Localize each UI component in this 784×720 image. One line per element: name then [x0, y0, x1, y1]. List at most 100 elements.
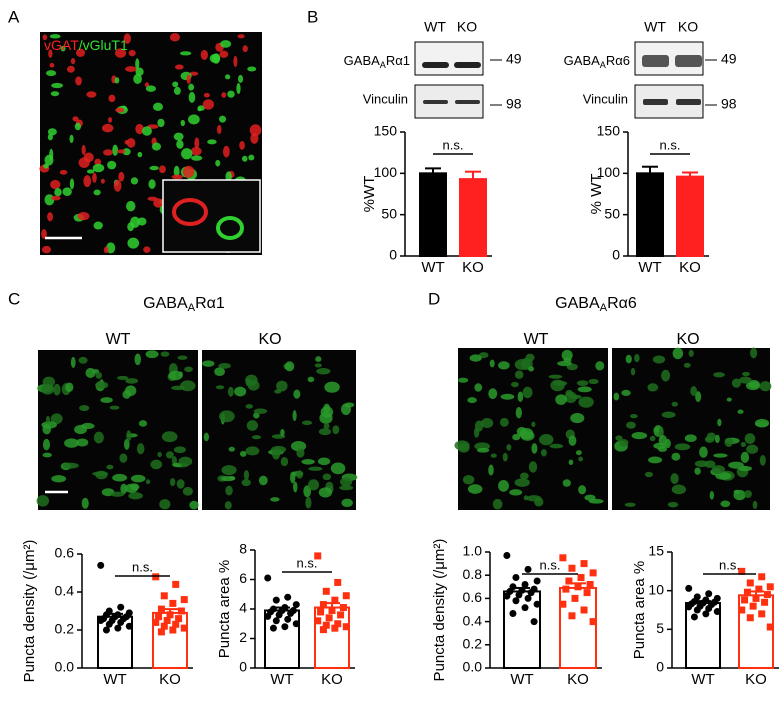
band [454, 62, 481, 68]
cell-signal [47, 128, 57, 136]
cell-signal [145, 85, 157, 92]
cell-signal [46, 70, 57, 77]
data-point [292, 620, 300, 628]
cell-signal [78, 356, 88, 364]
label-part: GABA [344, 53, 380, 68]
cell-signal [221, 465, 237, 476]
cell-signal [86, 91, 97, 98]
cell-signal [746, 444, 759, 454]
data-point [574, 583, 582, 591]
cell-signal [124, 139, 130, 145]
cell-signal [133, 73, 142, 84]
cell-signal [699, 446, 708, 458]
cell-signal [126, 430, 132, 442]
cell-signal [514, 370, 524, 379]
label-part: Rα6 [606, 53, 630, 68]
y-axis-label: Puncta density (/μm²) [431, 539, 448, 682]
x-tick-label: WT [638, 259, 661, 276]
data-point [157, 628, 165, 636]
panel-label: A [8, 7, 20, 26]
x-tick-label: WT [691, 671, 714, 688]
cell-signal [548, 374, 563, 379]
cell-signal [324, 381, 340, 393]
cell-signal [667, 501, 679, 508]
cell-signal [742, 371, 750, 377]
label-part: GABA [555, 295, 600, 312]
cell-signal [219, 115, 227, 123]
cell-signal [181, 148, 193, 160]
cell-signal [51, 475, 67, 483]
cell-signal [316, 368, 331, 375]
cell-signal [661, 411, 676, 418]
cell-signal [50, 179, 61, 190]
data-point [172, 620, 180, 628]
cell-signal [570, 412, 585, 424]
data-point [337, 611, 345, 619]
data-point [117, 618, 125, 626]
cell-signal [526, 495, 542, 502]
cell-signal [122, 390, 131, 399]
data-point [515, 591, 523, 599]
cell-signal [220, 40, 232, 48]
cell-signal [110, 491, 125, 497]
cell-signal [100, 397, 113, 403]
data-point [713, 608, 721, 616]
data-point [527, 589, 535, 597]
label-part: Rα1 [195, 295, 225, 312]
cell-signal [341, 498, 353, 508]
cell-signal [42, 34, 48, 41]
y-axis-label: %WT [361, 176, 378, 213]
cell-signal [245, 404, 254, 409]
lane-label: WT [424, 19, 446, 35]
image-label: WT [524, 331, 549, 348]
cell-signal [214, 367, 225, 376]
cell-signal [194, 137, 200, 149]
cell-signal [478, 352, 489, 359]
y-tick-label: 0.4 [463, 612, 483, 628]
data-point [175, 615, 183, 623]
cell-signal [759, 454, 766, 466]
data-point [155, 613, 163, 621]
cell-signal [41, 383, 55, 395]
kda-label: 49 [721, 51, 737, 67]
cell-signal [60, 45, 66, 52]
cell-signal [506, 444, 512, 451]
cell-signal [684, 434, 697, 443]
cell-signal [128, 49, 136, 57]
loading-label: Vinculin [363, 91, 408, 106]
y-tick-label: 0 [239, 659, 247, 675]
cell-signal [178, 371, 183, 378]
protein-label: GABAARα6 [555, 295, 637, 314]
cell-signal [315, 356, 322, 363]
cell-signal [652, 355, 666, 364]
data-point [292, 601, 300, 609]
data-point [319, 626, 327, 634]
cell-signal [492, 498, 503, 510]
data-point [521, 580, 529, 588]
cell-signal [339, 485, 354, 491]
cell-signal [228, 446, 235, 452]
cell-signal [704, 436, 715, 443]
micrograph [458, 348, 608, 510]
cell-signal [180, 119, 186, 127]
data-point [761, 598, 769, 606]
cell-signal [740, 441, 747, 448]
cell-signal [695, 391, 702, 403]
cell-signal [151, 142, 162, 151]
data-point [314, 552, 322, 560]
cell-signal [648, 456, 663, 464]
cell-signal [488, 388, 498, 400]
cell-signal [671, 401, 678, 407]
cell-signal [595, 361, 605, 371]
data-point [580, 560, 588, 568]
cell-signal [103, 246, 109, 254]
cell-signal [159, 499, 171, 510]
kda-label: 49 [506, 51, 522, 67]
cell-signal [65, 382, 74, 393]
data-point [180, 596, 188, 604]
cell-signal [474, 420, 484, 432]
cell-signal [528, 366, 535, 372]
cell-signal [130, 177, 139, 185]
inset-cell [216, 216, 244, 240]
cell-signal [135, 123, 144, 135]
